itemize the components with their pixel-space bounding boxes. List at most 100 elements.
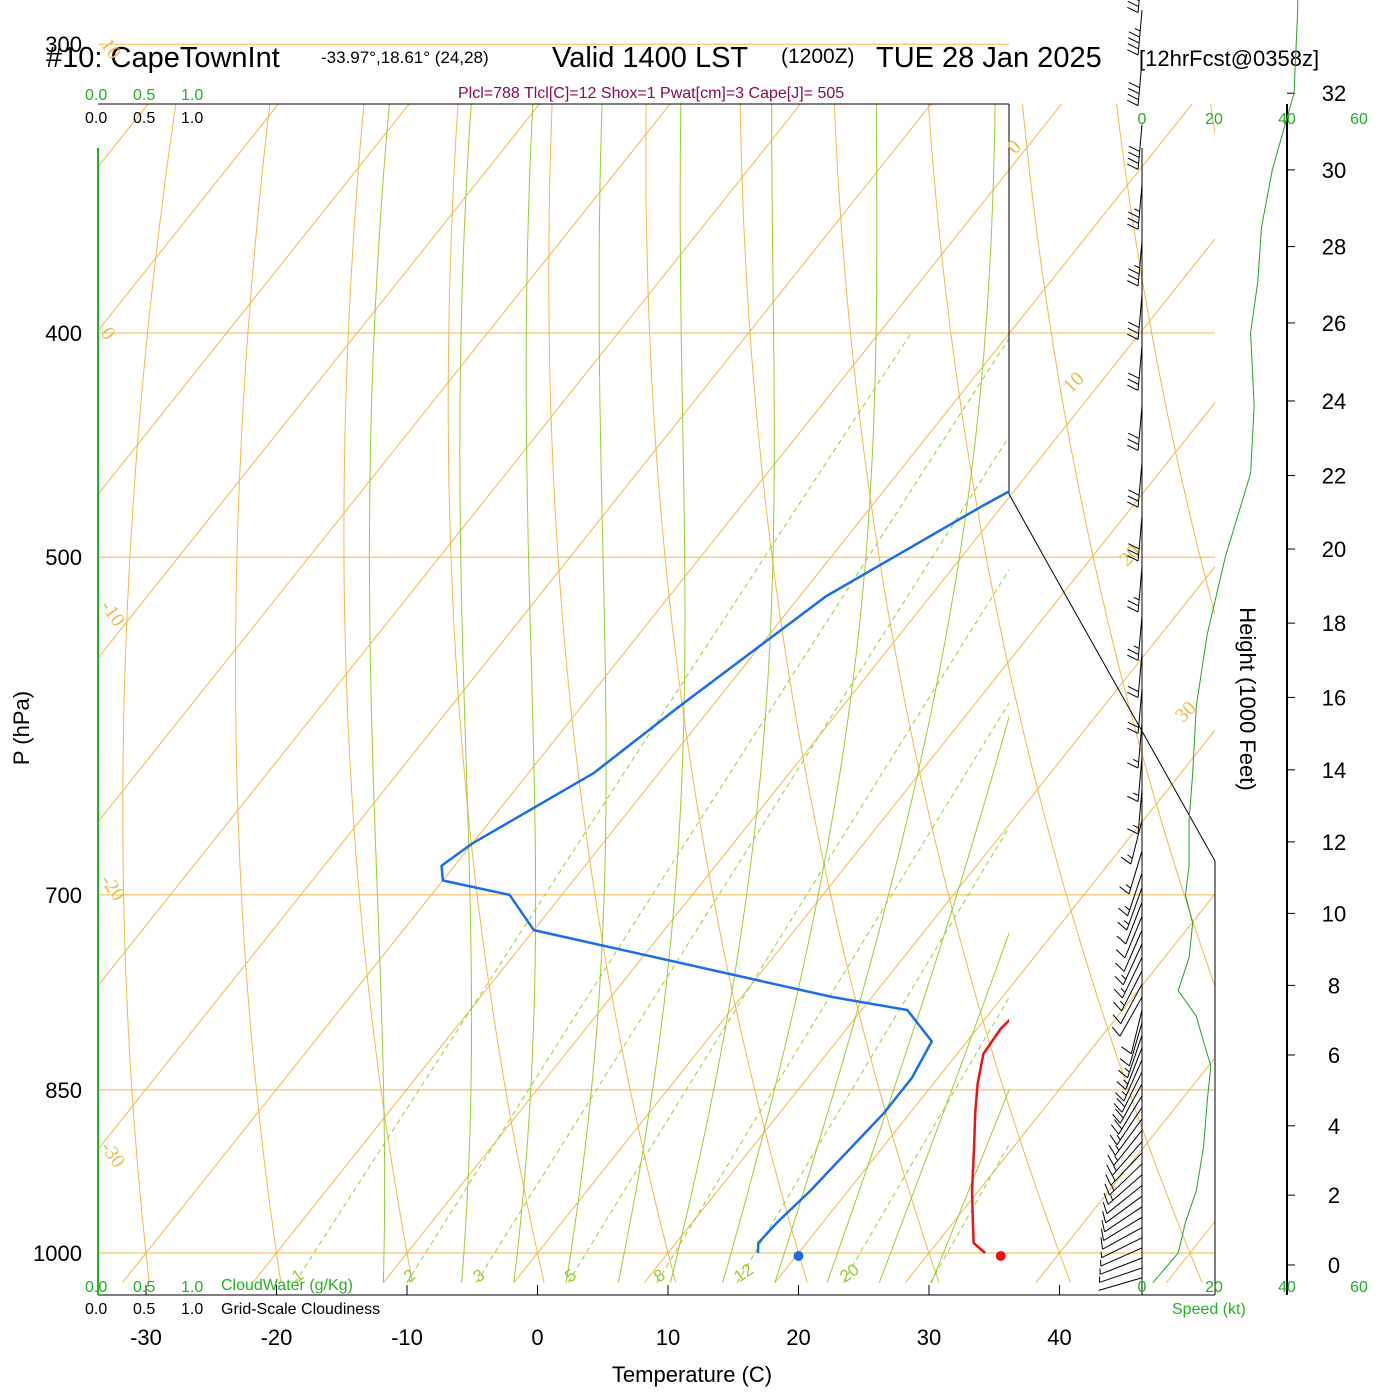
wind-barb-feather	[1109, 1134, 1118, 1146]
wind-barb	[1127, 462, 1143, 508]
wind-barb-half-feather	[1114, 1155, 1119, 1162]
wind-barb	[1113, 1071, 1143, 1113]
wind-barb	[1118, 1035, 1143, 1079]
wind-barb-feather	[1100, 1228, 1105, 1241]
moist-adiabat--4	[459, 104, 473, 1283]
dry-adiabat-40	[833, 104, 1071, 1283]
wind-barb	[1127, 10, 1143, 56]
wind-barb-staff	[1103, 1216, 1143, 1242]
wind-barb-feather	[1128, 87, 1140, 95]
wind-barb-feather	[1128, 543, 1140, 550]
isotherm-30	[904, 893, 1215, 1283]
wind-barb-staff	[1114, 1118, 1143, 1156]
wind-barb-feather	[1115, 962, 1125, 972]
wind-barb-half-feather	[1134, 208, 1140, 212]
isotherm--70	[98, 104, 541, 659]
dry-adiabat-30	[739, 104, 940, 1283]
dry-adiabat--50	[0, 0, 41, 1283]
speed-tick-bottom-40: 40	[1278, 1279, 1296, 1296]
wind-barb-half-feather	[1123, 920, 1130, 925]
wind-barb-feather	[1127, 49, 1139, 56]
wind-barb-half-feather	[1132, 759, 1139, 763]
wind-barb	[1098, 1267, 1143, 1283]
wind-barb	[1127, 60, 1143, 107]
y-axis-label: P (hPa)	[9, 691, 34, 765]
wind-barb-staff	[1126, 887, 1143, 931]
wind-barb-staff	[1137, 652, 1143, 698]
surface-temperature-marker	[995, 1251, 1006, 1261]
wind-barb-staff	[1137, 462, 1143, 508]
wind-barb-feather	[1127, 795, 1139, 803]
wind-barb-feather	[1127, 99, 1139, 107]
wind-barb-staff	[1137, 124, 1143, 170]
wind-barb-feather	[1115, 1092, 1125, 1102]
wind-barb-feather	[1127, 549, 1139, 556]
wind-barb	[1111, 996, 1143, 1037]
speed-tick-top-60: 60	[1350, 111, 1368, 128]
height-label-0: 0	[1328, 1253, 1340, 1278]
moist-adiabat-24	[826, 715, 1009, 1283]
mixing-ratio-label-5: 5	[561, 1265, 580, 1286]
zulu-time: (1200Z)	[781, 45, 855, 68]
wind-barb-staff	[1137, 0, 1140, 13]
temperature-line	[970, 1018, 1009, 1254]
wind-barb	[1116, 1047, 1143, 1090]
wind-barb-feather	[1106, 1164, 1113, 1176]
wind-barb-staff	[1124, 915, 1143, 959]
wind-barb	[1106, 1141, 1143, 1176]
wind-barb	[1127, 516, 1143, 562]
wind-barb-feather	[1127, 721, 1139, 728]
moist-adiabat-16	[722, 104, 878, 1283]
height-label-18: 18	[1322, 611, 1346, 636]
cloud-scale-top-black-1: 0.5	[133, 110, 155, 127]
wind-barb	[1119, 1022, 1143, 1067]
wind-barb-feather	[1128, 151, 1140, 158]
wind-barb-staff	[1101, 1237, 1143, 1259]
dry-adiabat--10	[343, 104, 413, 1283]
wind-barb-staff	[1137, 60, 1143, 106]
wind-barb-half-feather	[1112, 1175, 1116, 1182]
wind-barb-staff	[1113, 1130, 1143, 1166]
wind-barb-feather	[1127, 438, 1139, 445]
x-tick-label-20: 20	[786, 1325, 810, 1350]
temperature-axis: -30 -20 -10 0 10 20 30 40	[130, 1285, 1072, 1350]
wind-barb-feather	[1105, 1174, 1112, 1186]
wind-barb-staff	[1110, 1152, 1143, 1186]
wind-barb-feather	[1102, 1211, 1107, 1223]
wind-barb-feather	[1127, 501, 1139, 508]
wind-barb-staff	[1116, 1107, 1143, 1146]
wind-barb-feather	[1127, 444, 1139, 451]
dry-adiabat-label-7: 20	[1115, 541, 1145, 571]
wind-barb-staff	[1102, 1227, 1143, 1250]
wind-barb-staff	[1109, 1163, 1143, 1196]
mixing-ratio-8	[656, 702, 1009, 1283]
mixing-ratio-label-3: 3	[470, 1265, 489, 1286]
wind-barb-feather	[1110, 1124, 1120, 1135]
moist-adiabat-8	[617, 104, 686, 1283]
mixing-ratio-label-8: 8	[650, 1265, 669, 1286]
mixing-ratio-label-12: 12	[730, 1260, 756, 1286]
wind-barb-feather	[1111, 1026, 1121, 1037]
wind-barb-feather	[1118, 1069, 1128, 1079]
wind-barb-half-feather	[1119, 1000, 1125, 1006]
wind-barb	[1127, 241, 1143, 287]
speed-tick-bottom-0: 0	[1138, 1279, 1147, 1296]
wind-barb-half-feather	[1123, 1079, 1129, 1085]
wind-barb-feather	[1116, 1081, 1127, 1090]
moist-adiabat-4	[565, 104, 607, 1283]
wind-barb	[1105, 1152, 1143, 1186]
mixing-ratio-2	[406, 337, 1009, 1283]
wind-barb-staff	[1137, 10, 1143, 56]
moist-adiabat-0	[513, 104, 537, 1283]
isotherm--30	[121, 104, 1063, 1283]
wind-barb-half-feather	[1134, 264, 1140, 269]
wind-barb-feather	[1115, 1108, 1124, 1119]
wind-barb	[1115, 1059, 1143, 1102]
wind-barb-feather	[1113, 1001, 1122, 1012]
isotherm--10	[382, 238, 1215, 1283]
wind-barb-staff	[1105, 1195, 1143, 1224]
isotherm-20	[774, 729, 1215, 1283]
mixing-ratio-20	[842, 996, 1009, 1283]
